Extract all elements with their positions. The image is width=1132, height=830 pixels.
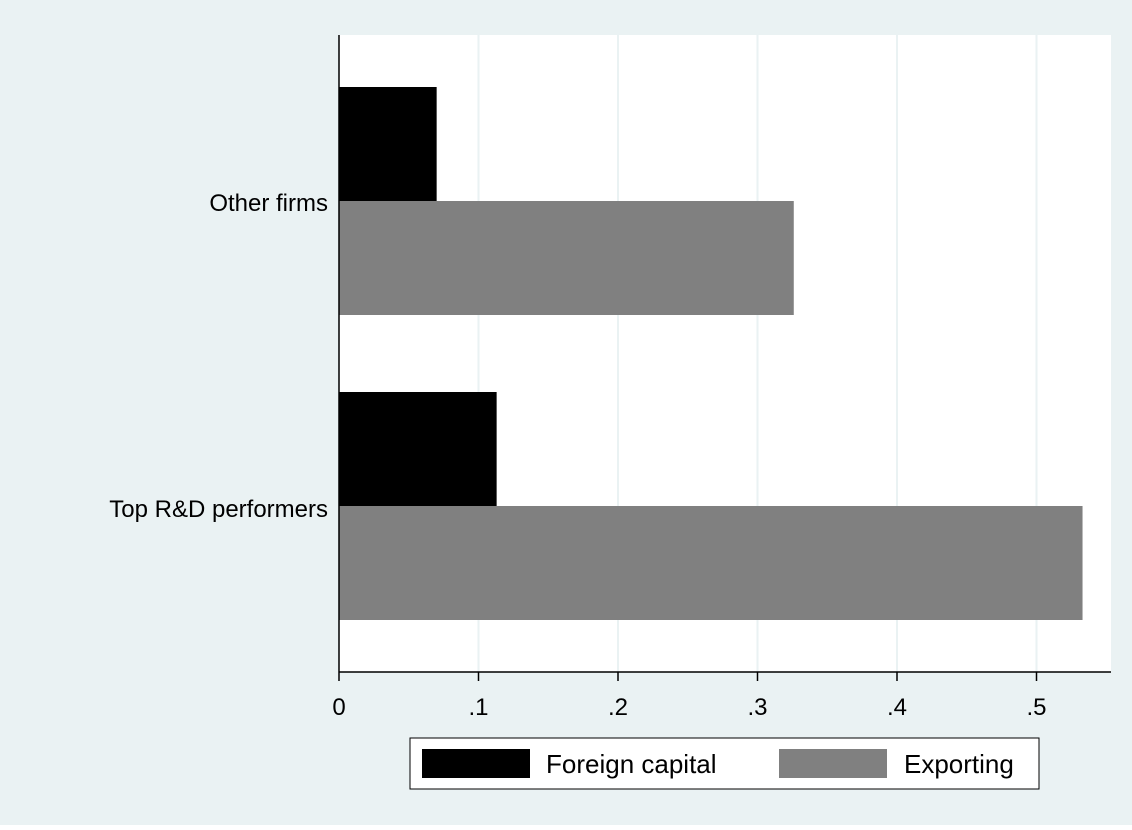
bar-foreign-capital-other-firms <box>339 87 437 201</box>
bar-exporting-top-r-d-performers <box>339 506 1083 620</box>
legend-label-exporting: Exporting <box>904 749 1014 779</box>
y-category-label: Top R&D performers <box>109 496 328 523</box>
y-axis-labels: Other firms Top R&D performers <box>109 190 328 523</box>
x-tick-label: 0 <box>332 694 345 721</box>
legend-label-foreign-capital: Foreign capital <box>546 749 717 779</box>
x-tick-label: .1 <box>468 694 488 721</box>
y-category-label: Other firms <box>209 190 328 217</box>
x-tick-label: .5 <box>1026 694 1046 721</box>
legend: Foreign capital Exporting <box>409 737 1040 790</box>
bar-foreign-capital-top-r-d-performers <box>339 392 497 506</box>
x-tick-label: .3 <box>747 694 767 721</box>
legend-swatch-foreign-capital <box>422 749 530 778</box>
legend-swatch-exporting <box>779 749 887 778</box>
bars <box>339 87 1083 620</box>
x-axis-ticks: 0 .1 .2 .3 .4 .5 <box>332 672 1047 721</box>
x-tick-label: .2 <box>608 694 628 721</box>
bar-exporting-other-firms <box>339 201 794 315</box>
x-tick-label: .4 <box>887 694 907 721</box>
